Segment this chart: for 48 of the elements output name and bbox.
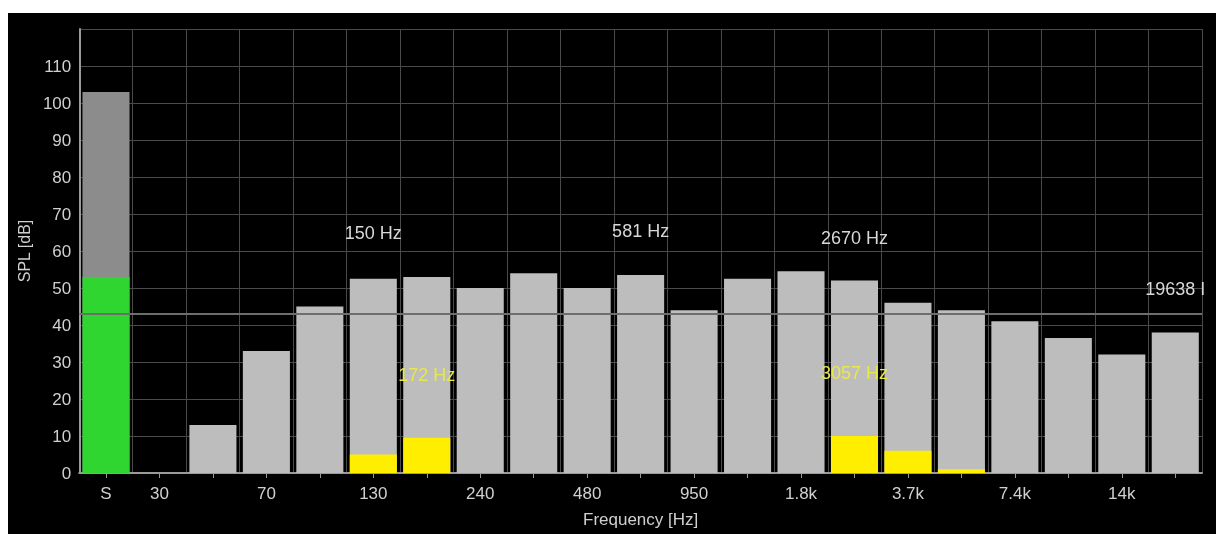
x-tick-label: 130 — [359, 484, 388, 503]
bar — [242, 350, 290, 473]
x-tick-label: S — [100, 484, 112, 503]
x-axis-title: Frequency [Hz] — [583, 510, 699, 529]
bar — [991, 321, 1039, 473]
x-tick-label: 70 — [256, 484, 276, 503]
y-tick-label: 110 — [44, 56, 72, 76]
y-tick-label: 0 — [61, 463, 72, 483]
bar — [617, 275, 665, 473]
y-tick-label: 80 — [52, 167, 72, 187]
bar — [403, 437, 451, 473]
bar — [670, 310, 718, 473]
y-tick-label: 20 — [52, 389, 72, 409]
bar — [1151, 332, 1199, 473]
y-tick-label: 90 — [52, 130, 72, 150]
bar — [189, 424, 237, 473]
x-tick-label: 14k — [1108, 484, 1136, 503]
x-tick-label: 30 — [150, 484, 169, 503]
y-axis-title: SPL [dB] — [15, 219, 33, 283]
bar — [456, 288, 504, 473]
x-tick-label: 1.8k — [784, 484, 818, 503]
y-tick-label: 100 — [42, 93, 72, 113]
x-tick-label: 3.7k — [891, 484, 925, 503]
x-tick-label: 240 — [466, 484, 495, 503]
bar — [82, 276, 130, 473]
y-tick-label: 40 — [52, 315, 72, 335]
bar — [563, 288, 611, 473]
y-tick-label: 60 — [52, 241, 72, 261]
bar — [1044, 337, 1092, 473]
x-tick-label: 7.4k — [998, 484, 1032, 503]
bar — [884, 450, 932, 473]
bar — [510, 273, 558, 473]
bar — [349, 454, 397, 473]
bar — [830, 436, 879, 473]
annotation: 19638 I — [1145, 278, 1206, 299]
x-tick-label: 950 — [679, 484, 709, 503]
annotation: 2670 Hz — [820, 227, 889, 248]
bar — [937, 469, 985, 473]
bar — [724, 278, 772, 473]
x-tick-label: 480 — [572, 484, 602, 503]
y-tick-label: 70 — [52, 204, 72, 224]
bar — [1098, 354, 1146, 473]
y-tick-label: 10 — [52, 426, 72, 446]
y-tick-label: 30 — [52, 352, 72, 372]
y-tick-label: 50 — [52, 278, 72, 298]
annotation: 581 Hz — [612, 221, 670, 242]
annotation: 150 Hz — [344, 223, 402, 244]
bar — [296, 306, 344, 473]
